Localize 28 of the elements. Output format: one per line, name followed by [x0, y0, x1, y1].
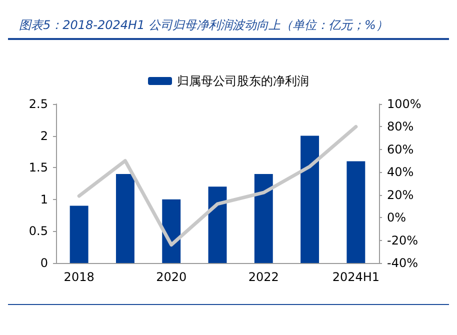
- x-tick-label: 2022: [248, 270, 279, 284]
- y-tick-label: 0: [40, 256, 48, 270]
- y2-tick-label: 20%: [387, 188, 414, 202]
- x-tick-label: 2024H1: [332, 270, 380, 284]
- bar: [116, 174, 134, 263]
- y-tick-label: 2: [40, 128, 48, 143]
- y2-tick-label: -20%: [387, 233, 418, 248]
- y-tick-label: 2.5: [28, 97, 48, 111]
- bar: [208, 186, 227, 263]
- line-series: [77, 124, 358, 247]
- legend-label: 归属母公司股东的净利润: [177, 74, 309, 88]
- y2-tick-label: 60%: [387, 142, 414, 156]
- y-tick-label: 1: [40, 192, 48, 206]
- y2-tick-label: 100%: [387, 97, 422, 111]
- bar: [70, 206, 88, 263]
- y-tick-label: 1.5: [28, 160, 48, 175]
- y2-tick-label: 80%: [387, 120, 414, 134]
- bar: [300, 136, 320, 263]
- y2-tick-label: 0%: [387, 210, 406, 225]
- y2-tick-label: -40%: [387, 256, 418, 270]
- x-tick-label: 2020: [156, 270, 187, 284]
- y2-tick-label: 40%: [387, 165, 414, 180]
- x-tick-label: 2018: [64, 270, 94, 284]
- chart-title: 图表5：2018-2024H1 公司归母净利润波动向上（单位：亿元；%）: [19, 18, 388, 32]
- bar: [162, 199, 181, 263]
- bar: [254, 174, 273, 263]
- bar: [346, 161, 366, 263]
- y-tick-label: 0.5: [28, 224, 48, 238]
